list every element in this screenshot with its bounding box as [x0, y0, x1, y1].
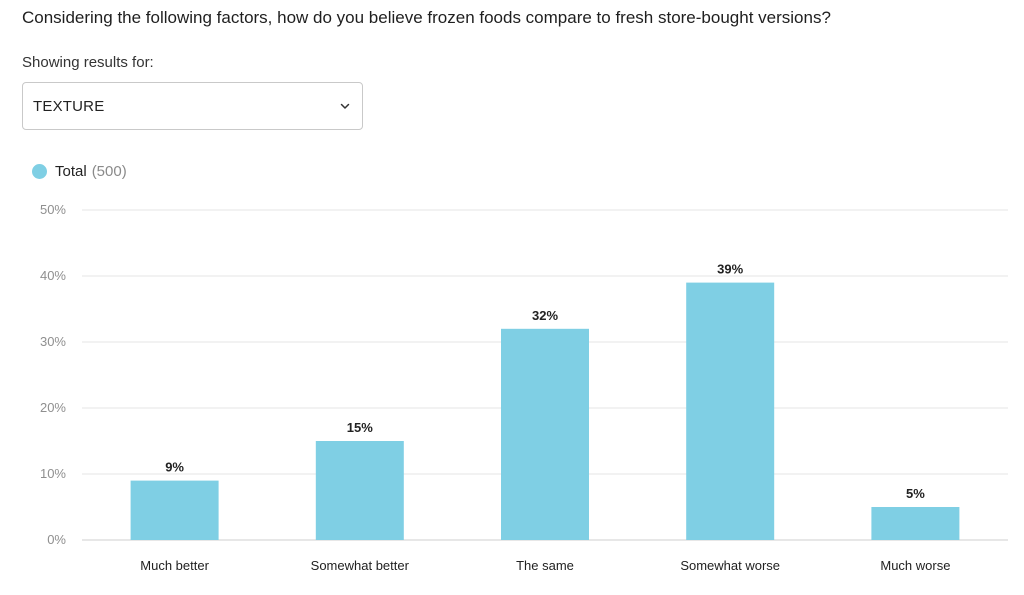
x-category-label: The same: [516, 558, 574, 573]
y-tick-label: 0%: [47, 532, 66, 547]
y-tick-label: 40%: [40, 268, 66, 283]
legend-series-name: Total: [55, 162, 87, 180]
question-title: Considering the following factors, how d…: [22, 8, 831, 27]
y-tick-label: 30%: [40, 334, 66, 349]
y-tick-label: 20%: [40, 400, 66, 415]
bar-value-label: 15%: [347, 420, 373, 435]
y-tick-label: 50%: [40, 202, 66, 217]
bar-value-label: 5%: [906, 486, 925, 501]
bar-value-label: 39%: [717, 262, 743, 277]
y-tick-label: 10%: [40, 466, 66, 481]
bar-value-label: 9%: [165, 460, 184, 475]
bar: [315, 441, 404, 540]
chart-legend[interactable]: Total (500): [32, 160, 127, 182]
factor-select-value: TEXTURE: [33, 98, 105, 115]
bar: [871, 507, 960, 540]
bar: [501, 328, 589, 540]
bar-value-label: 32%: [532, 308, 558, 323]
legend-swatch: [32, 163, 47, 179]
legend-series-count: (500): [91, 162, 127, 180]
factor-select[interactable]: TEXTURE: [22, 82, 363, 130]
bar: [686, 282, 775, 540]
results-label: Showing results for:: [22, 54, 154, 71]
chevron-down-icon: [340, 103, 350, 109]
x-category-label: Much better: [140, 558, 209, 573]
bar: [130, 480, 219, 540]
x-category-label: Somewhat worse: [680, 558, 780, 573]
x-category-label: Somewhat better: [311, 558, 410, 573]
x-category-label: Much worse: [880, 558, 950, 573]
